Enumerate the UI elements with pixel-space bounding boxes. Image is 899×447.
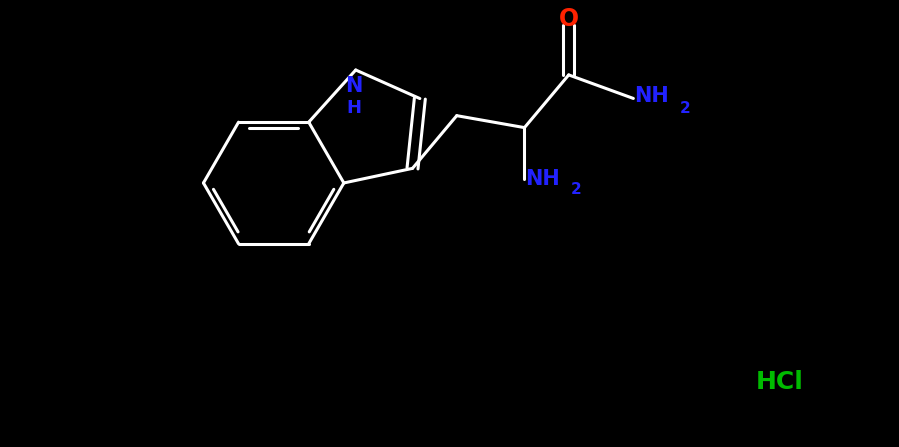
Text: H: H <box>346 99 361 117</box>
Text: O: O <box>558 8 579 31</box>
Text: N: N <box>345 76 362 96</box>
Text: HCl: HCl <box>756 370 804 394</box>
Text: NH: NH <box>634 86 669 106</box>
Text: 2: 2 <box>680 101 690 116</box>
Text: 2: 2 <box>571 182 582 197</box>
Text: NH: NH <box>525 169 560 189</box>
